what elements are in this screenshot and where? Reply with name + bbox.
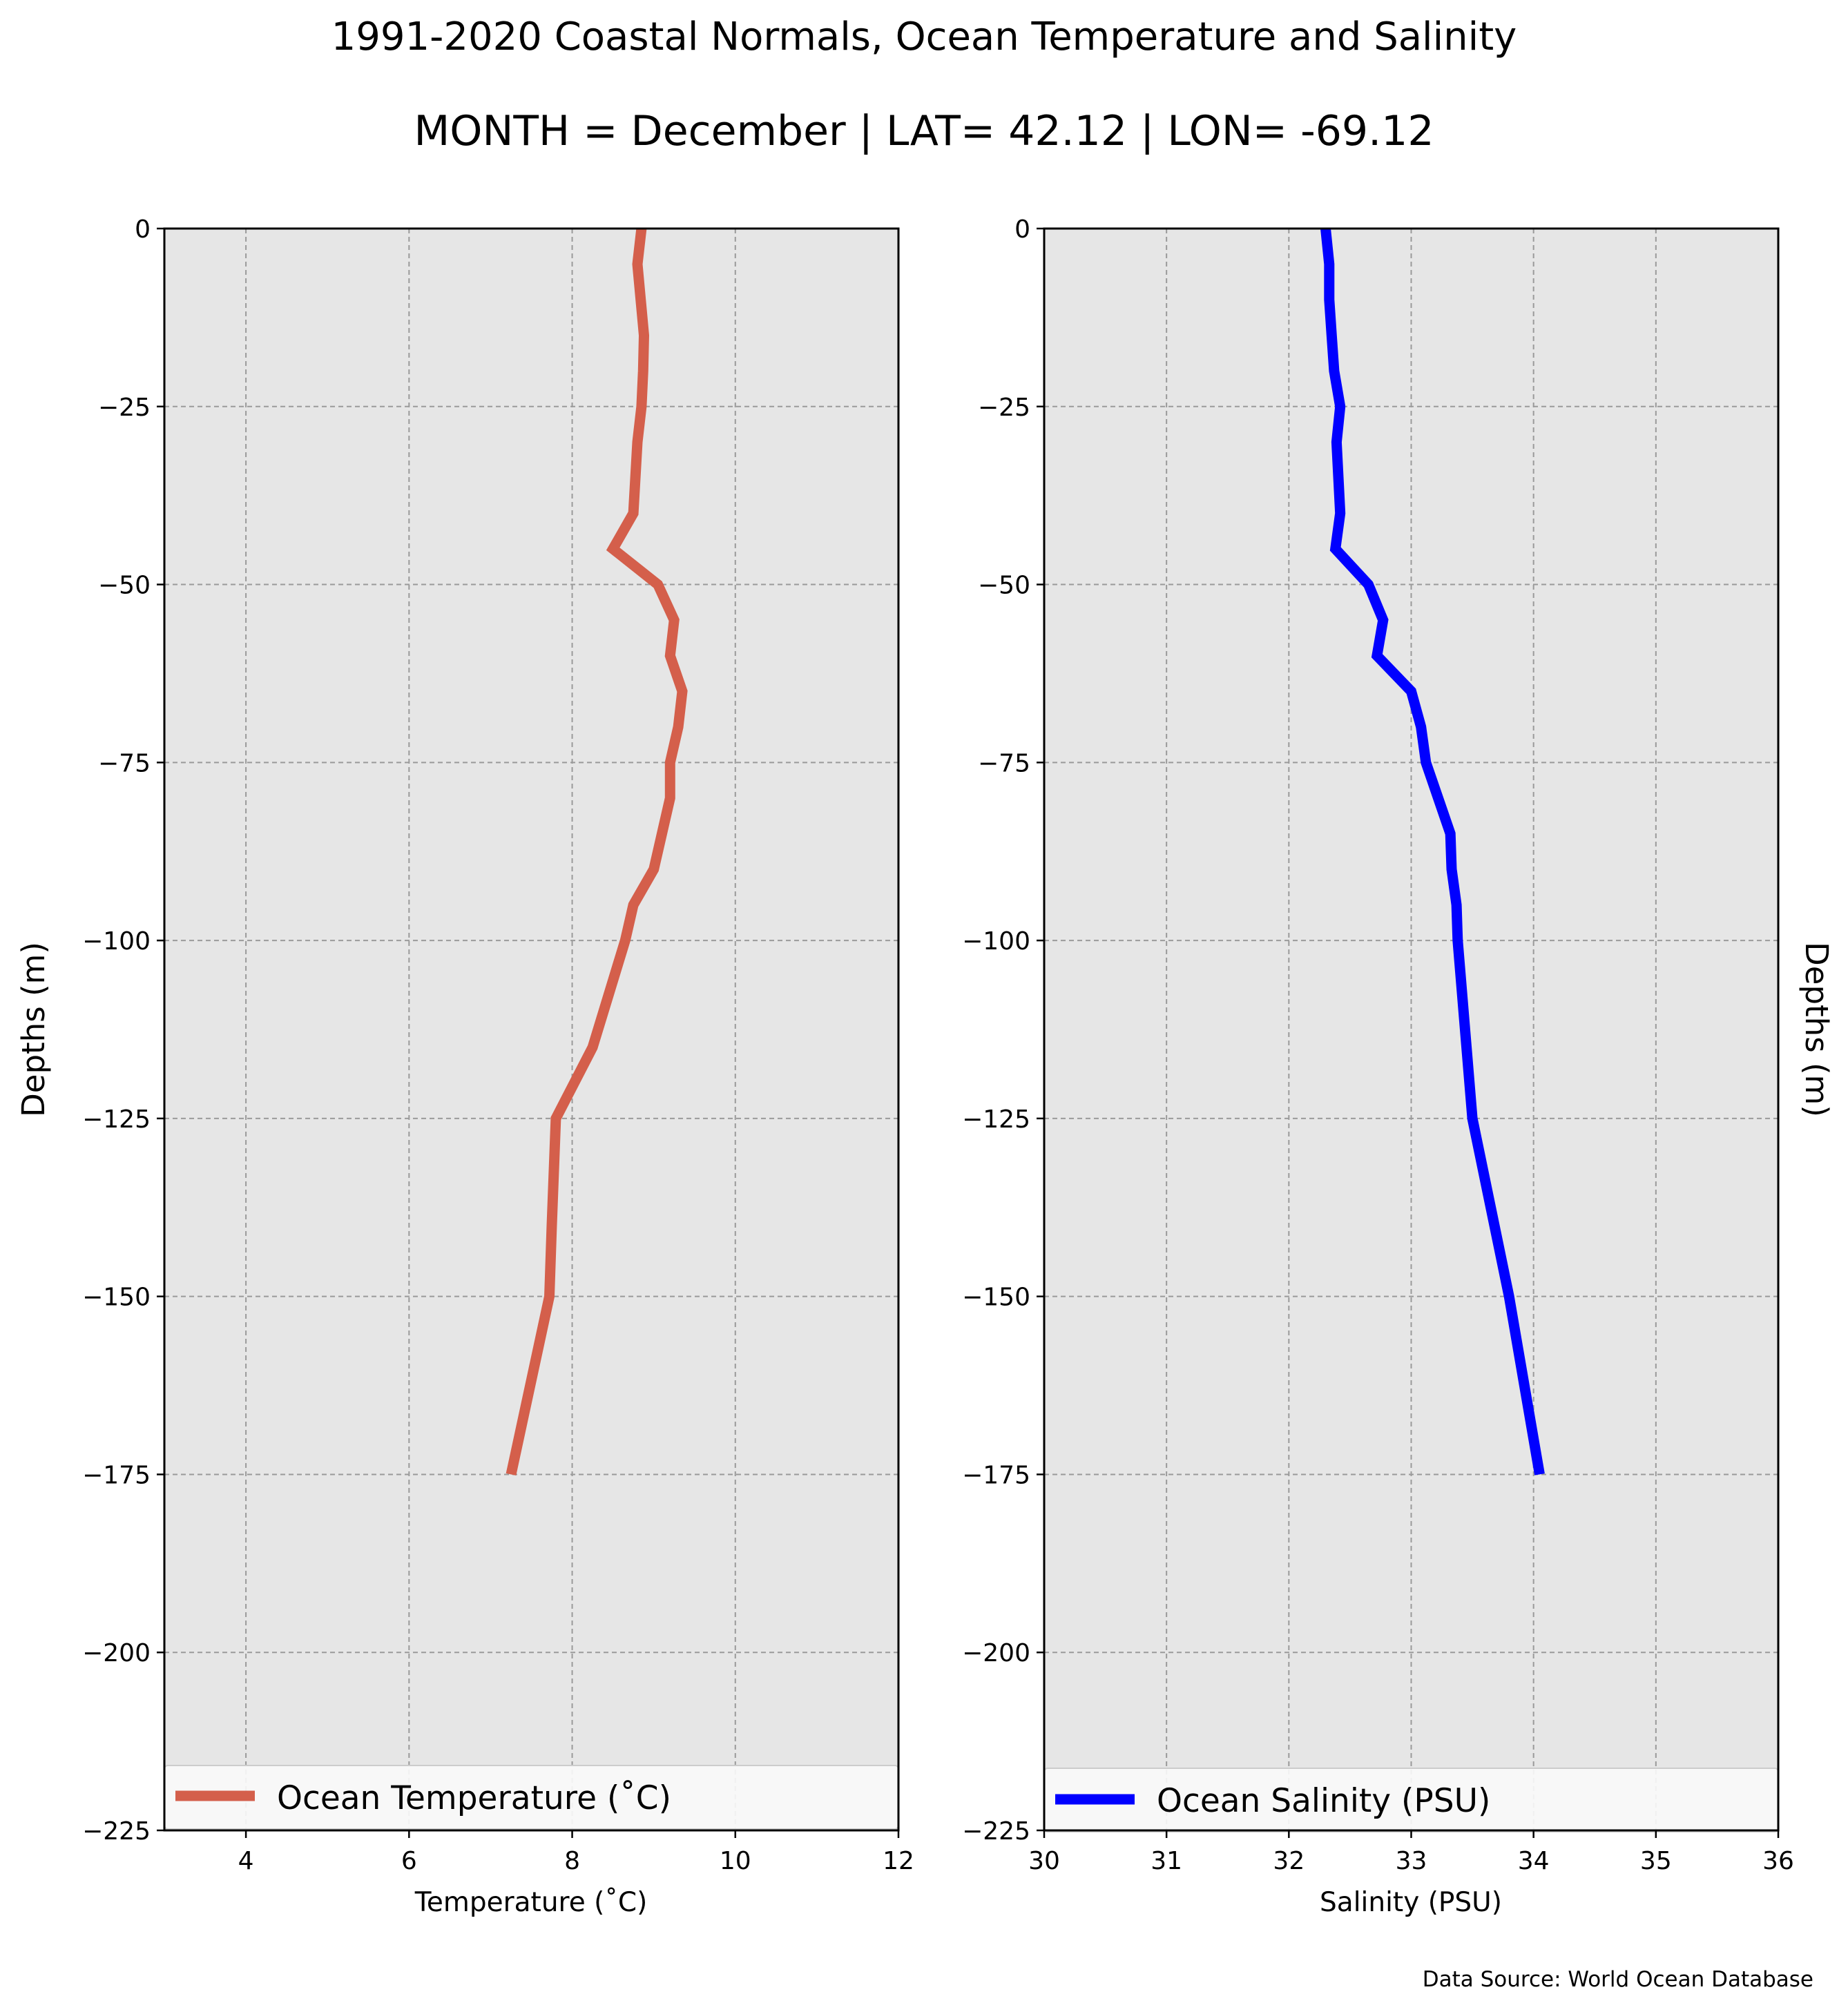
salinity-grid: [1044, 229, 1778, 1830]
salinity-x-tick-label: 30: [1028, 1847, 1060, 1875]
salinity-x-ticks: 30 31 32 33 34 35 36: [1028, 1830, 1794, 1875]
salinity-y-tick-label: −225: [962, 1817, 1030, 1846]
salinity-y-tick-label: −100: [962, 927, 1030, 956]
temperature-panel: Ocean Temperature (˚C) 4 6 8 10 12 0 −25 −50 −7…: [15, 215, 914, 1918]
temperature-y-tick-label: −200: [82, 1639, 151, 1667]
salinity-y-tick-label: −150: [962, 1284, 1030, 1312]
chart-title: 1991-2020 Coastal Normals, Ocean Tempera…: [331, 14, 1517, 59]
salinity-y-tick-label: 0: [1014, 215, 1030, 244]
temperature-x-axis-label: Temperature (˚C): [414, 1887, 648, 1918]
temperature-y-tick-label: 0: [135, 215, 151, 244]
salinity-y-axis-label: Depths (m): [1798, 942, 1835, 1117]
temperature-y-tick-label: −25: [98, 394, 151, 422]
temperature-x-tick-label: 6: [401, 1847, 417, 1875]
temperature-y-tick-label: −75: [98, 749, 151, 777]
salinity-legend: Ocean Salinity (PSU): [1043, 1768, 1779, 1832]
salinity-series: [1320, 228, 1545, 1475]
temperature-plot-area: [164, 229, 898, 1830]
salinity-x-axis-label: Salinity (PSU): [1320, 1887, 1502, 1918]
salinity-y-tick-label: −25: [978, 394, 1030, 422]
temperature-axes-frame: [163, 227, 900, 1832]
temperature-y-tick-label: −175: [82, 1461, 151, 1489]
temperature-y-tick-label: −50: [98, 572, 151, 600]
salinity-y-tick-label: −75: [978, 749, 1030, 777]
salinity-x-tick-label: 34: [1518, 1847, 1550, 1875]
salinity-y-tick-label: −50: [978, 572, 1030, 600]
temperature-x-ticks: 4 6 8 10 12: [238, 1830, 914, 1875]
salinity-legend-label: Ocean Salinity (PSU): [1157, 1782, 1490, 1820]
temperature-legend-label: Ocean Temperature (˚C): [277, 1779, 671, 1817]
salinity-x-tick-label: 35: [1640, 1847, 1672, 1875]
salinity-x-tick-label: 32: [1273, 1847, 1305, 1875]
chart-subtitle: MONTH = December | LAT= 42.12 | LON= -69…: [414, 107, 1434, 155]
temperature-x-tick-label: 10: [720, 1847, 751, 1875]
salinity-line: [1320, 228, 1545, 1475]
salinity-y-ticks: 0 −25 −50 −75 −100 −125 −150 −175 −200 −225: [962, 215, 1044, 1846]
temperature-y-tick-label: −125: [82, 1105, 151, 1134]
salinity-y-tick-label: −125: [962, 1105, 1030, 1134]
salinity-y-tick-label: −175: [962, 1461, 1030, 1489]
temperature-x-tick-label: 12: [883, 1847, 914, 1875]
salinity-panel: Ocean Salinity (PSU) 30 31 32 33 34 35 36 0 −25…: [962, 215, 1835, 1918]
temperature-series: [506, 228, 688, 1475]
temperature-grid: [164, 229, 898, 1830]
temperature-y-tick-label: −150: [82, 1284, 151, 1312]
temperature-legend: Ocean Temperature (˚C): [164, 1765, 899, 1830]
temperature-y-tick-label: −225: [82, 1817, 151, 1846]
salinity-x-tick-label: 36: [1762, 1847, 1794, 1875]
temperature-line: [506, 228, 688, 1475]
temperature-x-tick-label: 4: [238, 1847, 254, 1875]
temperature-x-tick-label: 8: [564, 1847, 580, 1875]
salinity-y-tick-label: −200: [962, 1639, 1030, 1667]
temperature-y-ticks: 0 −25 −50 −75 −100 −125 −150 −175 −200 −225: [82, 215, 164, 1846]
salinity-x-tick-label: 33: [1396, 1847, 1427, 1875]
data-source-note: Data Source: World Ocean Database: [1423, 1967, 1813, 1992]
salinity-x-tick-label: 31: [1151, 1847, 1182, 1875]
temperature-y-tick-label: −100: [82, 927, 151, 956]
temperature-y-axis-label: Depths (m): [15, 942, 52, 1117]
